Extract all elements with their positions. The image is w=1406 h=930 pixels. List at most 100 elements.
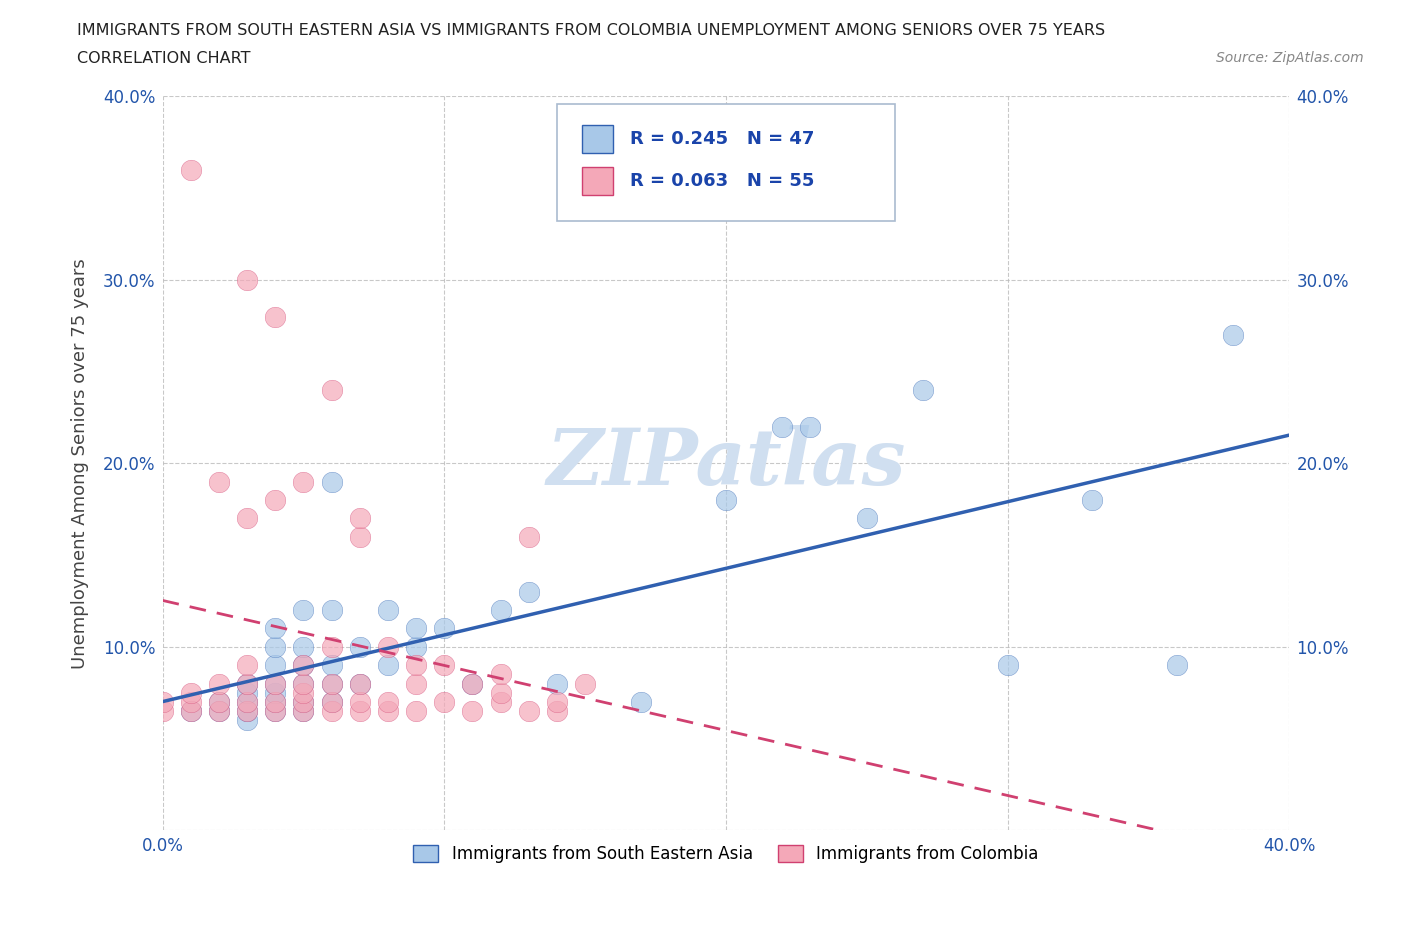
- Point: [433, 621, 456, 636]
- Point: [292, 695, 315, 710]
- Point: [349, 511, 371, 525]
- Point: [321, 676, 343, 691]
- Point: [405, 621, 427, 636]
- Point: [264, 704, 287, 719]
- Text: IMMIGRANTS FROM SOUTH EASTERN ASIA VS IMMIGRANTS FROM COLOMBIA UNEMPLOYMENT AMON: IMMIGRANTS FROM SOUTH EASTERN ASIA VS IM…: [77, 23, 1105, 38]
- Point: [377, 658, 399, 672]
- Text: R = 0.063   N = 55: R = 0.063 N = 55: [630, 172, 814, 190]
- Point: [349, 529, 371, 544]
- Point: [489, 603, 512, 618]
- Point: [236, 704, 259, 719]
- Point: [180, 163, 202, 178]
- FancyBboxPatch shape: [582, 166, 613, 194]
- Point: [321, 695, 343, 710]
- Point: [180, 695, 202, 710]
- Point: [1166, 658, 1188, 672]
- Point: [208, 695, 231, 710]
- Point: [236, 658, 259, 672]
- Point: [152, 695, 174, 710]
- Text: CORRELATION CHART: CORRELATION CHART: [77, 51, 250, 66]
- FancyBboxPatch shape: [557, 104, 896, 221]
- Point: [574, 676, 596, 691]
- Point: [489, 667, 512, 682]
- Point: [292, 704, 315, 719]
- Point: [630, 695, 652, 710]
- Point: [292, 640, 315, 655]
- Point: [461, 704, 484, 719]
- Point: [236, 695, 259, 710]
- Point: [461, 676, 484, 691]
- Point: [489, 695, 512, 710]
- Point: [236, 712, 259, 727]
- Point: [517, 529, 540, 544]
- Point: [292, 658, 315, 672]
- Point: [321, 658, 343, 672]
- Point: [405, 658, 427, 672]
- Point: [236, 695, 259, 710]
- Point: [997, 658, 1019, 672]
- Point: [321, 704, 343, 719]
- Point: [236, 511, 259, 525]
- Point: [377, 640, 399, 655]
- Point: [292, 474, 315, 489]
- Point: [292, 704, 315, 719]
- Point: [236, 676, 259, 691]
- Point: [856, 511, 879, 525]
- Point: [433, 695, 456, 710]
- Point: [321, 603, 343, 618]
- Point: [546, 695, 568, 710]
- Point: [1081, 493, 1104, 508]
- Point: [546, 704, 568, 719]
- Point: [292, 676, 315, 691]
- Point: [405, 704, 427, 719]
- Point: [264, 621, 287, 636]
- Point: [264, 695, 287, 710]
- Point: [377, 603, 399, 618]
- Point: [321, 640, 343, 655]
- FancyBboxPatch shape: [582, 125, 613, 153]
- Point: [264, 685, 287, 700]
- Point: [264, 676, 287, 691]
- Point: [236, 704, 259, 719]
- Point: [489, 685, 512, 700]
- Point: [180, 685, 202, 700]
- Point: [799, 419, 821, 434]
- Point: [292, 603, 315, 618]
- Point: [236, 685, 259, 700]
- Text: ZIPatlas: ZIPatlas: [547, 425, 905, 501]
- Point: [321, 695, 343, 710]
- Point: [349, 640, 371, 655]
- Point: [292, 676, 315, 691]
- Point: [912, 382, 935, 397]
- Point: [349, 695, 371, 710]
- Text: R = 0.245   N = 47: R = 0.245 N = 47: [630, 130, 814, 148]
- Point: [264, 704, 287, 719]
- Point: [321, 676, 343, 691]
- Point: [264, 695, 287, 710]
- Point: [770, 419, 793, 434]
- Point: [264, 658, 287, 672]
- Point: [321, 474, 343, 489]
- Point: [208, 676, 231, 691]
- Point: [546, 676, 568, 691]
- Point: [714, 493, 737, 508]
- Point: [377, 704, 399, 719]
- Text: Source: ZipAtlas.com: Source: ZipAtlas.com: [1216, 51, 1364, 65]
- Point: [208, 704, 231, 719]
- Point: [377, 695, 399, 710]
- Point: [1222, 327, 1244, 342]
- Point: [517, 584, 540, 599]
- Point: [264, 676, 287, 691]
- Point: [208, 474, 231, 489]
- Y-axis label: Unemployment Among Seniors over 75 years: Unemployment Among Seniors over 75 years: [72, 258, 89, 669]
- Point: [292, 685, 315, 700]
- Point: [517, 704, 540, 719]
- Point: [264, 493, 287, 508]
- Point: [208, 695, 231, 710]
- Point: [236, 272, 259, 287]
- Point: [405, 640, 427, 655]
- Point: [349, 704, 371, 719]
- Legend: Immigrants from South Eastern Asia, Immigrants from Colombia: Immigrants from South Eastern Asia, Immi…: [406, 838, 1045, 870]
- Point: [433, 658, 456, 672]
- Point: [349, 676, 371, 691]
